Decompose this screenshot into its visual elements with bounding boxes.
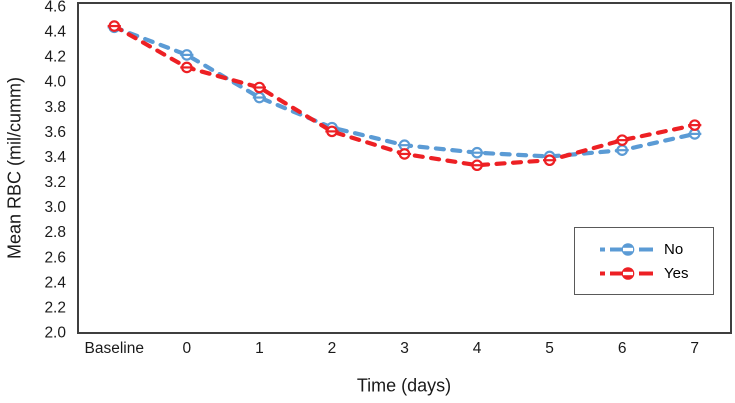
x-axis-tick-label: 0 [183, 340, 192, 357]
x-axis-tick-label: Baseline [85, 340, 144, 357]
data-point-marker-yes [325, 125, 339, 138]
legend-item-yes: Yes [599, 265, 713, 282]
data-point-marker-no [252, 91, 266, 104]
x-axis-tick-label: 6 [618, 340, 627, 357]
y-axis-tick-label: 3.4 [44, 149, 66, 166]
y-axis-tick-label: 3.8 [44, 99, 66, 116]
x-axis-tick-label: 1 [255, 340, 264, 357]
y-axis-tick-label: 4.6 [44, 0, 66, 16]
data-point-marker-no [470, 146, 484, 159]
legend-item-no: No [599, 241, 713, 258]
x-axis-tick-label: 4 [473, 340, 482, 357]
y-axis-tick-label: 4.0 [44, 74, 66, 91]
y-axis-tick-label: 2.6 [44, 249, 66, 266]
series-line-no [112, 25, 697, 159]
y-axis-tick-label: 2.2 [44, 299, 66, 316]
y-axis-tick-label: 2.8 [44, 224, 66, 241]
x-axis-tick-label: 2 [328, 340, 337, 357]
legend-line-sample-yes [600, 266, 654, 280]
legend-label-yes: Yes [664, 264, 689, 282]
y-axis-tick-label: 3.6 [44, 124, 66, 141]
data-point-marker-no [688, 128, 702, 140]
data-point-marker-yes [615, 134, 629, 146]
legend: No Yes [574, 227, 714, 295]
y-axis-tick-label: 3.0 [44, 199, 66, 216]
x-axis-tick-label: 7 [690, 340, 699, 357]
data-point-marker-no [180, 49, 194, 61]
data-point-marker-yes [543, 154, 557, 167]
x-axis-tick-label: 3 [400, 340, 409, 357]
x-axis-title: Time (days) [356, 375, 452, 396]
plot-border [77, 2, 732, 334]
x-axis-tick-label: 5 [545, 340, 554, 357]
data-point-marker-yes [397, 148, 412, 160]
y-axis-tick-label: 4.2 [44, 49, 66, 66]
data-point-marker-yes [688, 119, 702, 131]
legend-label-no: No [664, 240, 684, 258]
data-point-marker-yes [107, 20, 121, 32]
data-point-marker-yes [180, 61, 194, 74]
y-axis-tick-label: 4.4 [44, 24, 66, 41]
data-point-marker-yes [470, 159, 484, 172]
data-point-marker-yes [252, 81, 266, 94]
y-axis-tick-label: 2.0 [44, 325, 66, 342]
y-axis-title: Mean RBC (mil/cumm) [4, 76, 25, 260]
data-point-marker-no [615, 144, 629, 156]
legend-line-sample-no [600, 242, 654, 256]
y-axis-tick-label: 3.2 [44, 174, 66, 191]
y-axis-tick-label: 2.4 [44, 274, 66, 291]
